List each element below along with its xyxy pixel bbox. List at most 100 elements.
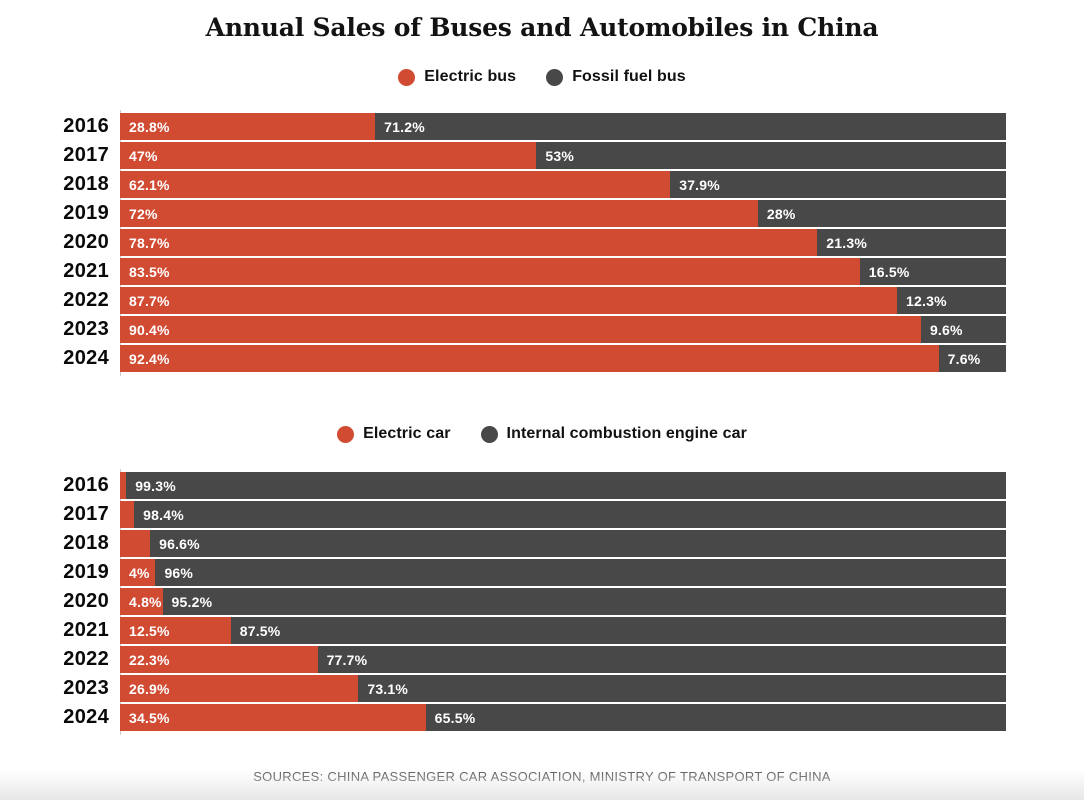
legend-item-electric-bus: Electric bus (398, 68, 516, 86)
bar-value-label: 28% (766, 205, 796, 222)
bar-value-label: 53% (545, 147, 575, 164)
year-label: 2021 (63, 260, 109, 282)
electric-car-bar-segment: 34.5% (120, 704, 426, 731)
year-label: 2017 (63, 144, 109, 166)
electric-bus-bar-segment: 92.4% (120, 345, 939, 372)
bar-value-label: 4% (129, 564, 150, 581)
bar-area: 47% 53% (120, 142, 1006, 169)
bar-area: 4.8% 95.2% (120, 588, 1006, 615)
bar-area: 87.7% 12.3% (120, 287, 1006, 314)
bus-row-2019: 2019 72% 28% (0, 200, 1084, 227)
ice-car-bar-segment: 99.3% (126, 472, 1006, 499)
car-row-2018: 2018 96.6% (0, 530, 1084, 557)
year-label: 2022 (63, 289, 109, 311)
electric-car-legend-dot-icon (337, 425, 355, 443)
electric-car-bar-segment: 22.3% (120, 646, 318, 673)
bar-value-label: 4.8% (129, 593, 162, 610)
year-label: 2019 (63, 561, 109, 583)
bus-row-2016: 2016 28.8% 71.2% (0, 113, 1084, 140)
legend-label: Internal combustion engine car (506, 425, 747, 442)
bar-value-label: 7.6% (947, 350, 981, 367)
bar-value-label: 22.3% (129, 651, 170, 668)
bar-value-label: 92.4% (129, 350, 170, 367)
fossil-fuel-bus-bar-segment: 7.6% (938, 345, 1006, 372)
electric-bus-bar-segment: 28.8% (120, 113, 376, 140)
page-title: Annual Sales of Buses and Automobiles in… (205, 13, 879, 42)
electric-bus-legend-dot-icon (398, 68, 416, 86)
ice-car-bar-segment: 65.5% (425, 704, 1006, 731)
electric-car-bar-segment (120, 472, 127, 499)
year-label: 2022 (63, 648, 109, 670)
bar-value-label: 65.5% (434, 709, 476, 726)
fossil-fuel-bus-bar-segment: 9.6% (920, 316, 1006, 343)
year-label: 2017 (63, 503, 109, 525)
year-label: 2018 (63, 173, 109, 195)
bar-area: 28.8% 71.2% (120, 113, 1006, 140)
bar-value-label: 47% (129, 147, 158, 164)
fossil-fuel-bus-bar-segment: 53% (536, 142, 1006, 169)
bar-value-label: 26.9% (129, 680, 170, 697)
bar-value-label: 87.5% (239, 622, 281, 639)
bar-area: 62.1% 37.9% (120, 171, 1006, 198)
legend-item-electric-car: Electric car (337, 425, 450, 443)
fossil-fuel-bus-bar-segment: 71.2% (375, 113, 1006, 140)
bar-area: 26.9% 73.1% (120, 675, 1006, 702)
electric-car-bar-segment: 12.5% (120, 617, 231, 644)
bar-value-label: 98.4% (143, 506, 184, 523)
electric-bus-bar-segment: 72% (120, 200, 758, 227)
bar-area: 90.4% 9.6% (120, 316, 1006, 343)
bar-area: 83.5% 16.5% (120, 258, 1006, 285)
ice-car-legend-dot-icon (480, 425, 498, 443)
bar-value-label: 9.6% (929, 321, 963, 338)
bar-area: 72% 28% (120, 200, 1006, 227)
bar-value-label: 12.5% (129, 622, 170, 639)
legend-item-ice-car: Internal combustion engine car (480, 425, 747, 443)
year-label: 2021 (63, 619, 109, 641)
electric-bus-bar-segment: 87.7% (120, 287, 898, 314)
legend-item-fossil-fuel-bus: Fossil fuel bus (546, 68, 686, 86)
fossil-fuel-bus-bar-segment: 21.3% (817, 229, 1006, 256)
bar-value-label: 71.2% (384, 118, 425, 135)
electric-bus-bar-segment: 62.1% (120, 171, 671, 198)
bus-row-2023: 2023 90.4% 9.6% (0, 316, 1084, 343)
bar-value-label: 72% (129, 205, 158, 222)
bar-value-label: 12.3% (906, 292, 947, 309)
bus-row-2018: 2018 62.1% 37.9% (0, 171, 1084, 198)
year-label: 2023 (63, 677, 109, 699)
car-row-2023: 2023 26.9% 73.1% (0, 675, 1084, 702)
car-row-2024: 2024 34.5% 65.5% (0, 704, 1084, 731)
bar-area: 34.5% 65.5% (120, 704, 1006, 731)
bar-area: 12.5% 87.5% (120, 617, 1006, 644)
ice-car-bar-segment: 73.1% (358, 675, 1006, 702)
bar-area: 99.3% (120, 472, 1006, 499)
bar-area: 98.4% (120, 501, 1006, 528)
bar-value-label: 34.5% (129, 709, 170, 726)
electric-bus-bar-segment: 78.7% (120, 229, 818, 256)
ice-car-bar-segment: 96% (155, 559, 1006, 586)
year-label: 2024 (63, 347, 109, 369)
bar-value-label: 73.1% (367, 680, 409, 697)
year-label: 2016 (63, 115, 109, 137)
bar-area: 92.4% 7.6% (120, 345, 1006, 372)
year-label: 2020 (63, 590, 109, 612)
legend-label: Fossil fuel bus (572, 68, 686, 85)
car-sales-chart: 2016 99.3% 2017 98.4% 2018 96.6% 2019 4% (0, 469, 1084, 735)
car-row-2020: 2020 4.8% 95.2% (0, 588, 1084, 615)
ice-car-bar-segment: 95.2% (162, 588, 1006, 615)
electric-bus-bar-segment: 47% (120, 142, 537, 169)
bar-value-label: 37.9% (679, 176, 720, 193)
year-label: 2016 (63, 474, 109, 496)
bar-area: 22.3% 77.7% (120, 646, 1006, 673)
electric-bus-bar-segment: 83.5% (120, 258, 860, 285)
bar-value-label: 87.7% (129, 292, 170, 309)
sources-line: SOURCES: CHINA PASSENGER CAR ASSOCIATION… (253, 769, 831, 784)
ice-car-bar-segment: 77.7% (317, 646, 1006, 673)
bar-value-label: 90.4% (129, 321, 170, 338)
electric-bus-bar-segment: 90.4% (120, 316, 921, 343)
bar-value-label: 62.1% (129, 176, 170, 193)
electric-car-bar-segment (120, 530, 151, 557)
bar-value-label: 83.5% (129, 263, 170, 280)
bar-value-label: 78.7% (129, 234, 170, 251)
year-label: 2020 (63, 231, 109, 253)
fossil-fuel-bus-bar-segment: 16.5% (859, 258, 1006, 285)
